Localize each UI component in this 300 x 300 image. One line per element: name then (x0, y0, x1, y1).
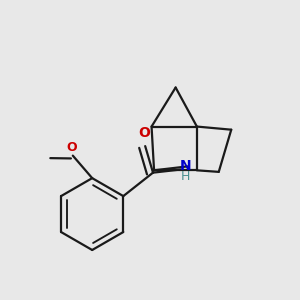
Text: H: H (181, 170, 190, 183)
Text: O: O (66, 141, 77, 154)
Text: O: O (139, 127, 151, 140)
Text: N: N (180, 159, 191, 173)
